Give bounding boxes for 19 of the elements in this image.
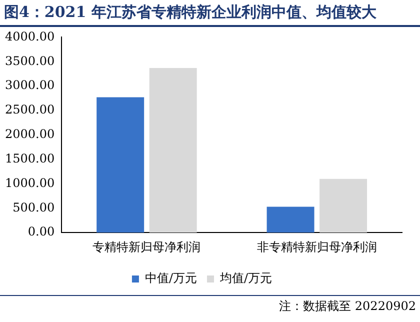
y-tick-label: 0.00 xyxy=(28,224,55,239)
y-tick-label: 3000.00 xyxy=(5,78,55,92)
text: 注：数据截至 20220902 xyxy=(279,299,416,313)
chart-title: 图4：2021 年江苏省专精特新企业利润中值、均值较大 xyxy=(0,0,420,27)
y-tick-label: 2500.00 xyxy=(5,102,55,117)
bar xyxy=(149,68,197,233)
y-tick-label: 1500.00 xyxy=(5,151,55,166)
x-tick-label: 非专精特新归母净利润 xyxy=(256,240,377,254)
x-tick-label: 专精特新归母净利润 xyxy=(92,240,201,254)
legend-label: 均值/万元 xyxy=(219,271,272,286)
bar xyxy=(266,206,314,233)
y-tick-label: 1000.00 xyxy=(5,176,55,190)
bar xyxy=(320,178,368,233)
y-tick-label: 3500.00 xyxy=(5,54,55,68)
legend-label: 中值/万元 xyxy=(144,271,198,286)
y-tick-label: 2000.00 xyxy=(5,127,55,142)
y-tick-label: 500.00 xyxy=(12,200,55,214)
y-tick-label: 4000.00 xyxy=(5,29,55,44)
bar xyxy=(96,97,144,233)
